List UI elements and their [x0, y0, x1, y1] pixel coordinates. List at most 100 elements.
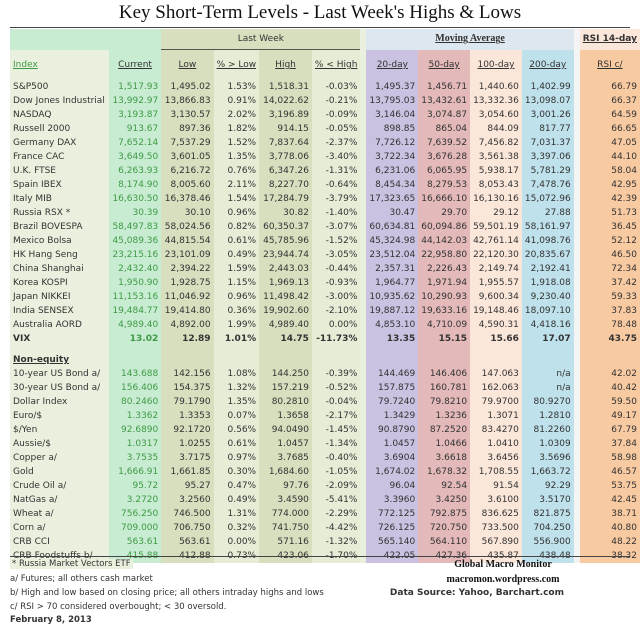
cell-ma-50-day: 720.750 — [418, 521, 471, 535]
cell-rsi: 43.75 — [579, 332, 640, 346]
cell-ma-200-day: 5,781.29 — [521, 164, 574, 178]
cell-low: 154.375 — [161, 381, 214, 395]
cell-high: 741.750 — [259, 521, 312, 535]
cell-high: 1.3658 — [259, 409, 312, 423]
column-header-ma-50-day: 50-day — [428, 60, 460, 70]
cell-ma-50-day: 1.0466 — [418, 437, 471, 451]
cell-current: 1.3362 — [108, 409, 162, 423]
cell-high: 6,347.26 — [259, 164, 312, 178]
cell-ma-50-day: 3,676.28 — [418, 150, 471, 164]
cell-ma-50-day: 3,074.87 — [418, 108, 471, 122]
cell-low: 12.89 — [161, 332, 214, 346]
cell-rsi: 42.39 — [579, 192, 640, 206]
cell-index: Russia RSX * — [10, 206, 109, 220]
cell-high: 914.15 — [259, 122, 312, 136]
cell-current: 8,174.90 — [108, 178, 162, 192]
cell-low: 8,005.60 — [161, 178, 214, 192]
cell-index: CRB CCI — [10, 535, 109, 549]
cell-ma-100-day: 1,440.60 — [470, 80, 522, 94]
cell-high: 8,227.70 — [259, 178, 312, 192]
table-bottom-divider — [10, 556, 630, 557]
table-row: Italy MIB 16,630.50 16,378.46 1.54% 17,284.7… — [10, 192, 640, 206]
column-header-high: High — [275, 60, 296, 70]
cell-index: $/Yen — [10, 423, 109, 437]
cell-low: 6,216.72 — [161, 164, 214, 178]
cell-ma-20-day: 898.85 — [366, 122, 419, 136]
cell-pct-above-low: 0.32% — [213, 521, 260, 535]
cell-ma-50-day: 87.2520 — [418, 423, 471, 437]
cell-index: Aussie/$ — [10, 437, 109, 451]
cell-pct-below-high: -3.05% — [311, 248, 361, 262]
cell-rsi: 46.57 — [579, 465, 640, 479]
cell-low: 7,537.29 — [161, 136, 214, 150]
cell-rsi: 40.80 — [579, 521, 640, 535]
cell-ma-20-day: 8,454.34 — [366, 178, 419, 192]
table-row: Spain IBEX 8,174.90 8,005.60 2.11% 8,227.70-… — [10, 178, 640, 192]
cell-rsi: 66.79 — [579, 80, 640, 94]
cell-high: 45,785.96 — [259, 234, 312, 248]
cell-ma-200-day: 821.875 — [521, 507, 574, 521]
cell-low: 706.750 — [161, 521, 214, 535]
cell-ma-200-day: 1.0309 — [521, 437, 574, 451]
cell-pct-above-low: 1.54% — [213, 192, 260, 206]
cell-high: 60,350.37 — [259, 220, 312, 234]
table-row: Euro/$ 1.3362 1.3353 0.07% 1.3658 -2.17% 1.342… — [10, 409, 640, 423]
cell-ma-100-day: 147.063 — [470, 367, 522, 381]
cell-ma-100-day: 29.12 — [470, 206, 522, 220]
cell-ma-50-day: 564.110 — [418, 535, 471, 549]
cell-ma-20-day: 1,495.37 — [366, 80, 419, 94]
cell-ma-100-day: 1.0410 — [470, 437, 522, 451]
table-row: Australia AORD 4,989.40 4,892.00 1.99% 4,989… — [10, 318, 640, 332]
cell-ma-200-day: 9,230.40 — [521, 290, 574, 304]
cell-pct-below-high: -3.40% — [311, 150, 361, 164]
cell-ma-100-day: 42,761.14 — [470, 234, 522, 248]
report-date: February 8, 2013 — [10, 615, 92, 625]
cell-rsi: 37.83 — [579, 304, 640, 318]
cell-ma-20-day: 79.7240 — [366, 395, 419, 409]
cell-rsi: 44.10 — [579, 150, 640, 164]
page-title: Key Short-Term Levels - Last Week's High… — [118, 2, 522, 23]
cell-ma-200-day: 20,835.67 — [521, 248, 574, 262]
cell-low: 19,414.80 — [161, 304, 214, 318]
cell-pct-above-low: 0.00% — [213, 535, 260, 549]
cell-pct-above-low: 0.30% — [213, 465, 260, 479]
cell-ma-20-day: 10,935.62 — [366, 290, 419, 304]
cell-high: 4,989.40 — [259, 318, 312, 332]
cell-pct-below-high: -2.09% — [311, 479, 361, 493]
cell-low: 11,046.92 — [161, 290, 214, 304]
cell-index: Italy MIB — [10, 192, 109, 206]
cell-rsi: 46.50 — [579, 248, 640, 262]
cell-ma-20-day: 157.875 — [366, 381, 419, 395]
cell-low: 3,130.57 — [161, 108, 214, 122]
cell-ma-100-day: 83.4270 — [470, 423, 522, 437]
cell-current: 143.688 — [108, 367, 162, 381]
footnote-b: b/ High and low based on closing price; … — [10, 588, 324, 598]
cell-ma-50-day: 22,958.80 — [418, 248, 471, 262]
cell-pct-above-low: 1.32% — [213, 381, 260, 395]
table-row: Wheat a/756.250 746.500 1.31% 774.000 -2.29%… — [10, 507, 640, 521]
cell-index: Wheat a/ — [10, 507, 109, 521]
cell-high: 1.0457 — [259, 437, 312, 451]
cell-high: 94.0490 — [259, 423, 312, 437]
cell-ma-200-day: 4,418.16 — [521, 318, 574, 332]
cell-low: 13,866.83 — [161, 94, 214, 108]
cell-index: S&P500 — [10, 80, 109, 94]
cell-current: 19,484.77 — [108, 304, 162, 318]
table-row: Dollar Index 80.2460 79.1790 1.35% 80.2810 -0… — [10, 395, 640, 409]
cell-ma-100-day: 1,708.55 — [470, 465, 522, 479]
cell-ma-200-day: 81.2260 — [521, 423, 574, 437]
cell-high: 3.4590 — [259, 493, 312, 507]
cell-ma-100-day: 567.890 — [470, 535, 522, 549]
column-header-pct-above-low: % > Low — [216, 60, 257, 70]
cell-index: Crude Oil a/ — [10, 479, 109, 493]
cell-low: 4,892.00 — [161, 318, 214, 332]
column-header-row: Index Current Low % > Low High % < High 20-day… — [10, 49, 640, 80]
cell-pct-below-high: -2.10% — [311, 304, 361, 318]
cell-pct-below-high: -0.21% — [311, 94, 361, 108]
cell-current: 3,649.50 — [108, 150, 162, 164]
cell-rsi: 49.17 — [579, 409, 640, 423]
cell-rsi: 52.12 — [579, 234, 640, 248]
spacer-row — [10, 346, 640, 353]
cell-ma-200-day: 13,098.07 — [521, 94, 574, 108]
group-header-row: Last Week Moving Average RSI 14-day — [10, 29, 640, 50]
